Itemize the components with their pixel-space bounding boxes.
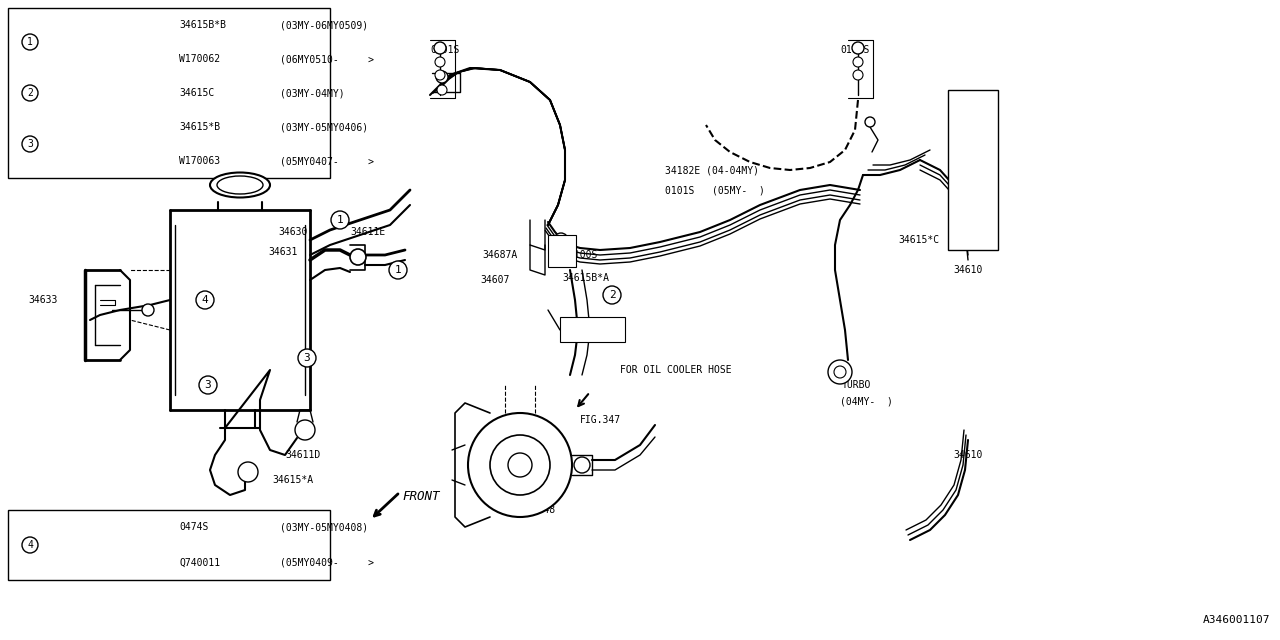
Text: 34610: 34610 [954, 265, 982, 275]
Bar [561, 317, 625, 342]
Text: A346001107: A346001107 [1202, 615, 1270, 625]
Text: 34610: 34610 [575, 325, 604, 335]
Circle shape [22, 136, 38, 152]
Circle shape [332, 211, 349, 229]
Circle shape [238, 462, 259, 482]
Circle shape [554, 253, 568, 267]
Circle shape [828, 360, 852, 384]
Text: 1: 1 [394, 265, 402, 275]
Bar [8, 510, 330, 580]
Circle shape [22, 537, 38, 553]
Text: 34607: 34607 [480, 275, 509, 285]
Text: (05MY0409-     >: (05MY0409- > [280, 557, 374, 568]
Circle shape [294, 420, 315, 440]
Circle shape [434, 42, 445, 54]
Text: 3: 3 [205, 380, 211, 390]
Text: 34633: 34633 [28, 295, 58, 305]
Circle shape [852, 57, 863, 67]
Text: 34615B*B: 34615B*B [179, 20, 227, 30]
Circle shape [508, 453, 532, 477]
Text: 4: 4 [27, 540, 33, 550]
FancyBboxPatch shape [548, 235, 576, 267]
Text: 1: 1 [27, 37, 33, 47]
Text: (03MY-05MY0406): (03MY-05MY0406) [280, 122, 369, 132]
Text: 34611D: 34611D [285, 450, 320, 460]
Circle shape [554, 233, 568, 247]
Circle shape [435, 57, 445, 67]
Text: FOR OIL COOLER HOSE: FOR OIL COOLER HOSE [620, 365, 732, 375]
Bar [8, 8, 330, 178]
Circle shape [142, 304, 154, 316]
Circle shape [852, 70, 863, 80]
Text: 0101S: 0101S [840, 45, 869, 55]
Circle shape [22, 34, 38, 50]
Text: 34615*C: 34615*C [899, 235, 940, 245]
Text: 2: 2 [27, 88, 33, 98]
Circle shape [436, 85, 447, 95]
Ellipse shape [210, 173, 270, 198]
Circle shape [349, 249, 366, 265]
Text: 0100S: 0100S [568, 250, 598, 260]
Text: 0101S   (05MY-  ): 0101S (05MY- ) [666, 185, 765, 195]
Text: 1: 1 [337, 215, 343, 225]
Text: FIG.348: FIG.348 [515, 505, 556, 515]
Text: 34615*B: 34615*B [179, 122, 220, 132]
Text: 34631: 34631 [268, 247, 297, 257]
Text: (03MY-06MY0509): (03MY-06MY0509) [280, 20, 369, 30]
Circle shape [435, 70, 445, 80]
Ellipse shape [218, 176, 262, 194]
Circle shape [436, 71, 448, 83]
Text: FIG.347: FIG.347 [580, 415, 621, 425]
Text: 3: 3 [27, 139, 33, 149]
Text: TURBO: TURBO [842, 380, 872, 390]
Text: 34687A: 34687A [483, 250, 517, 260]
Circle shape [852, 42, 864, 54]
Text: 0474S: 0474S [179, 522, 209, 532]
Text: 34615*A: 34615*A [273, 475, 314, 485]
Text: 34615C: 34615C [179, 88, 214, 98]
Text: (06MY0510-     >: (06MY0510- > [280, 54, 374, 64]
Bar [948, 90, 998, 250]
Text: W170063: W170063 [179, 156, 220, 166]
Circle shape [573, 457, 590, 473]
Circle shape [298, 349, 316, 367]
Text: Q740011: Q740011 [179, 557, 220, 568]
Text: 3: 3 [303, 353, 310, 363]
Text: (03MY-05MY0408): (03MY-05MY0408) [280, 522, 369, 532]
Text: (04MY-  ): (04MY- ) [840, 397, 893, 407]
Text: 34615B*A: 34615B*A [562, 273, 609, 283]
Circle shape [603, 286, 621, 304]
Text: 34630: 34630 [278, 227, 307, 237]
Text: (05MY0407-     >: (05MY0407- > [280, 156, 374, 166]
Circle shape [468, 413, 572, 517]
Text: 2: 2 [608, 290, 616, 300]
Text: 34611E: 34611E [349, 227, 385, 237]
Text: 0101S: 0101S [430, 45, 460, 55]
Text: 34610: 34610 [954, 450, 982, 460]
Circle shape [490, 435, 550, 495]
Text: 4: 4 [202, 295, 209, 305]
Text: (03MY-04MY): (03MY-04MY) [280, 88, 344, 98]
Circle shape [389, 261, 407, 279]
Text: W170062: W170062 [179, 54, 220, 64]
Circle shape [196, 291, 214, 309]
Text: FRONT: FRONT [402, 490, 439, 504]
Circle shape [865, 117, 876, 127]
Circle shape [22, 85, 38, 101]
Circle shape [835, 366, 846, 378]
Text: 34182E (04-04MY): 34182E (04-04MY) [666, 165, 759, 175]
Circle shape [198, 376, 218, 394]
